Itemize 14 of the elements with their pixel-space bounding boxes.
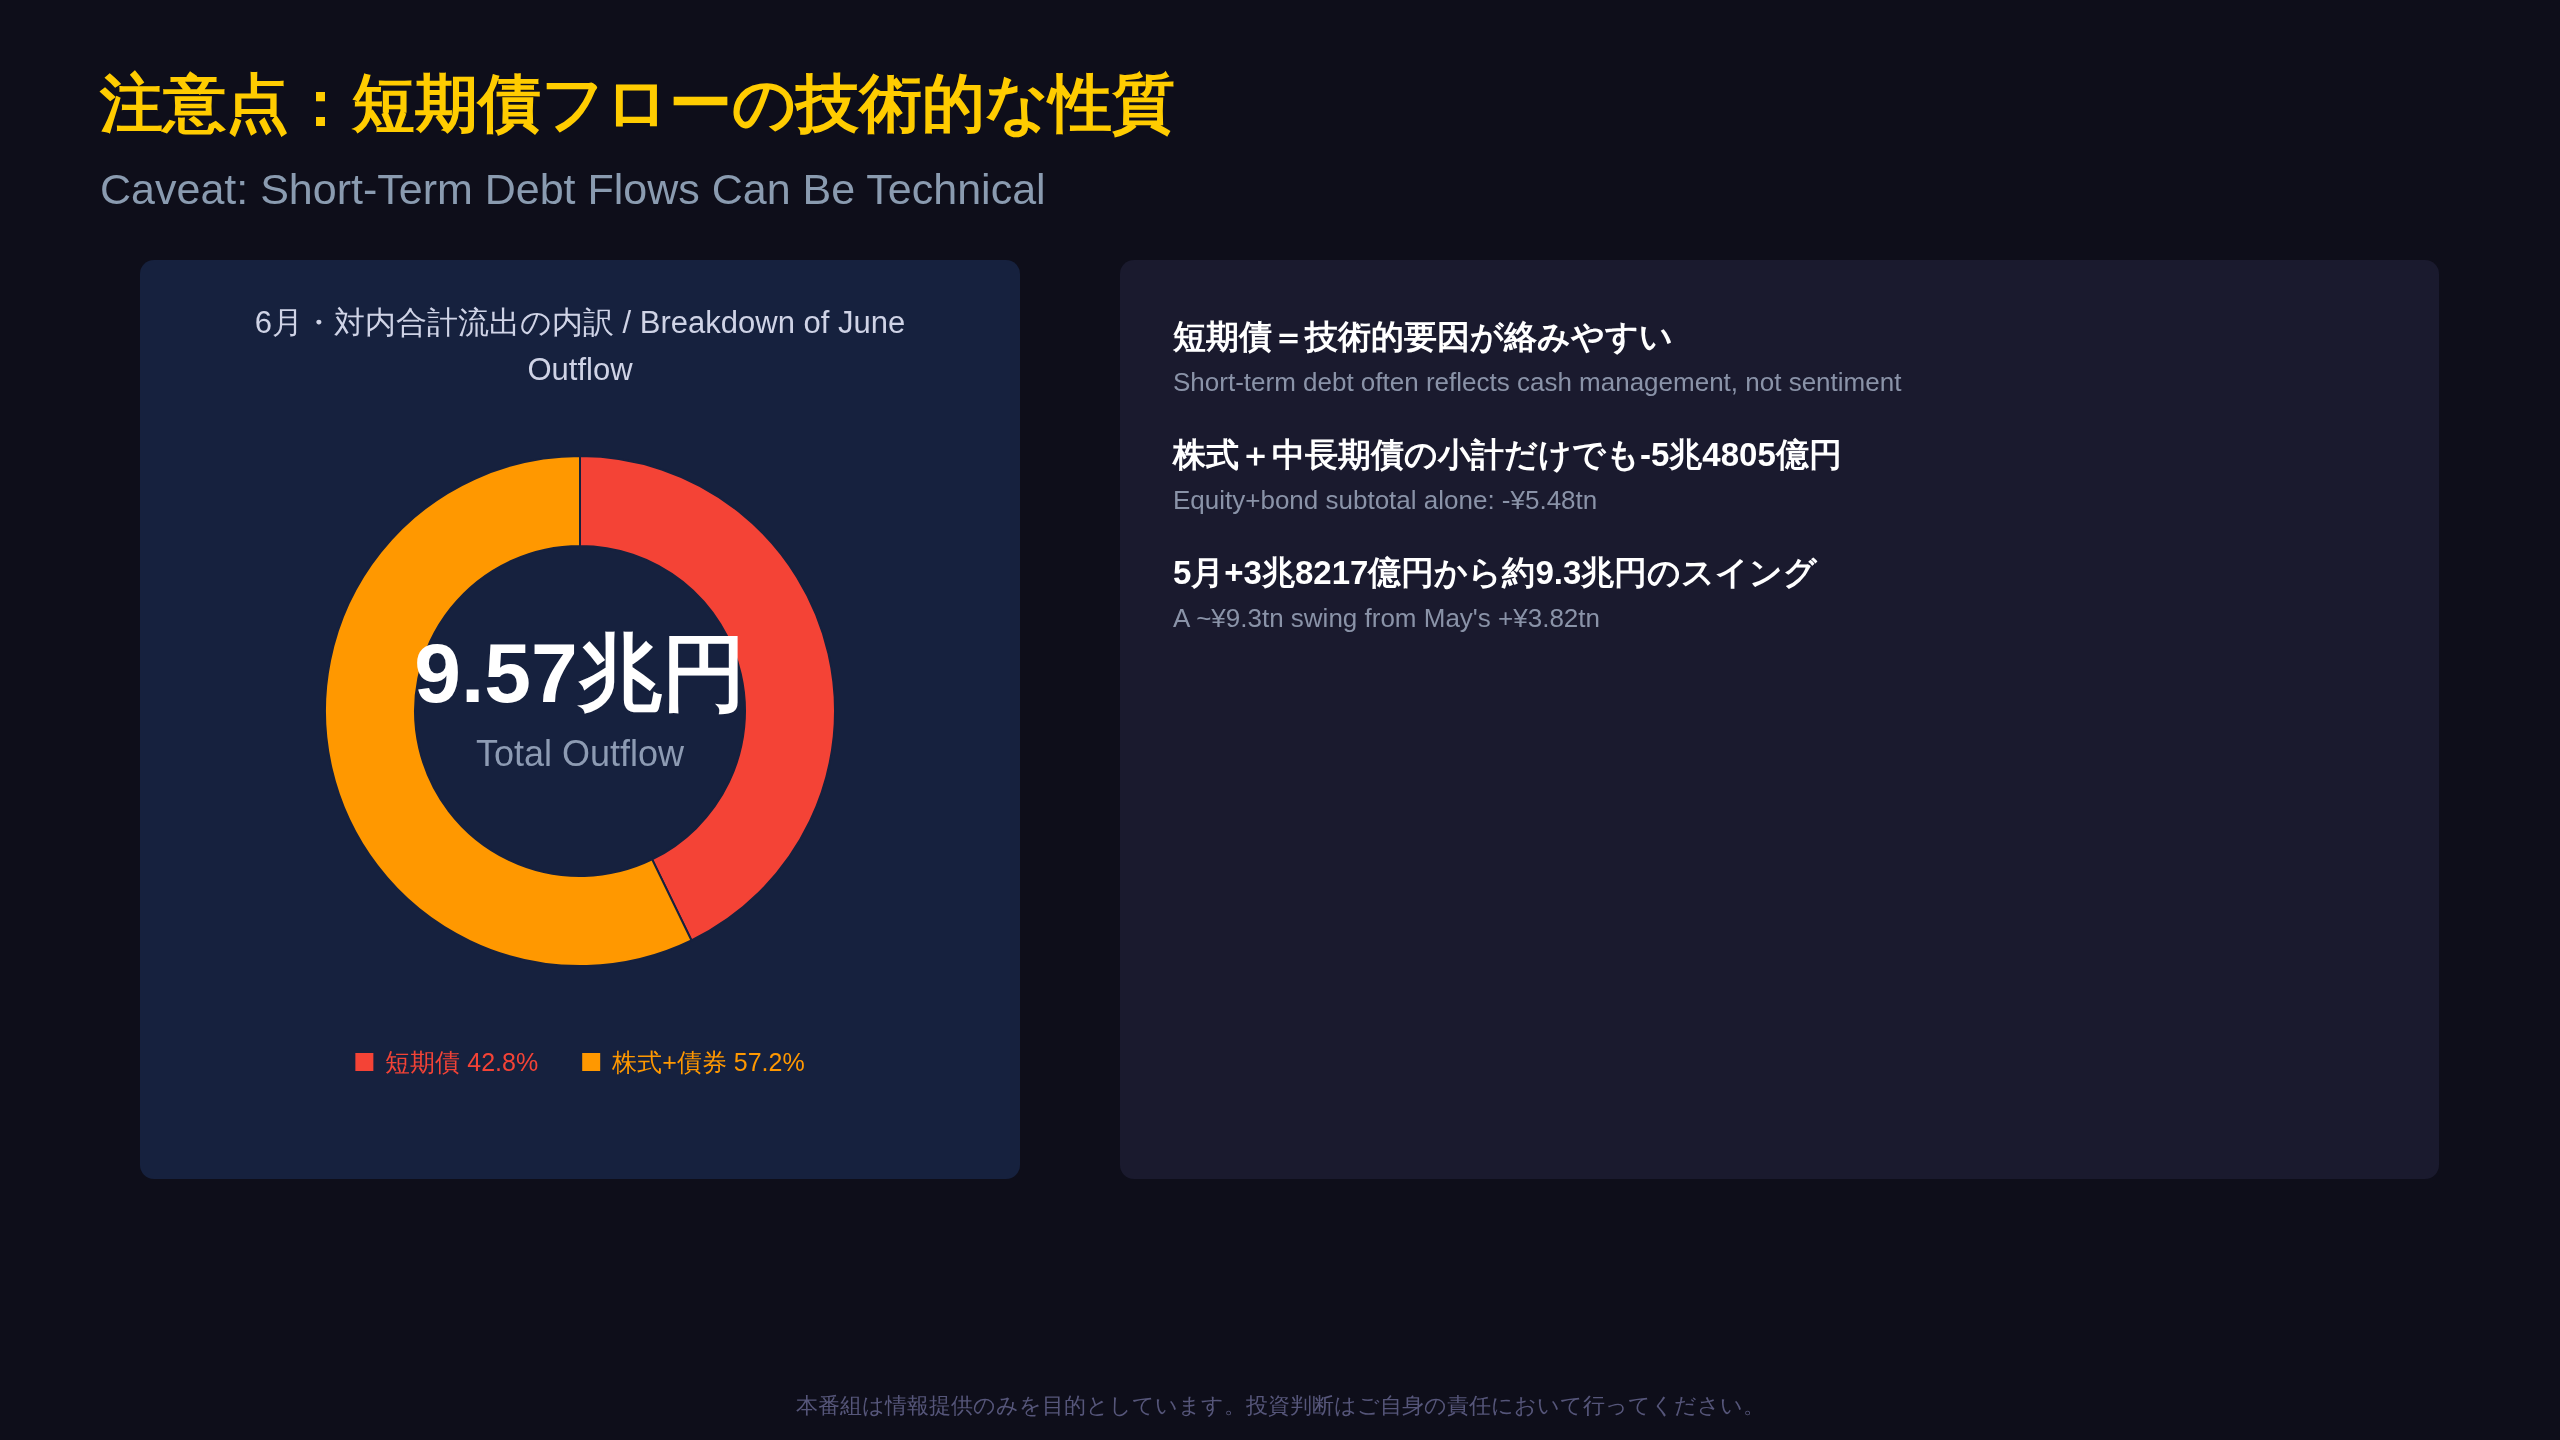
text: Caveat: Short-Term Debt Flows Can Be Technical (100, 165, 1046, 213)
text: 短期債＝技術的要因が絡みやすい (1172, 317, 1673, 355)
text: Total Outflow (475, 732, 686, 774)
chart-title: 6月・対内合計流出の内訳 / Breakdown of June Outflow (254, 304, 906, 387)
text: A ~¥9.3tn swing from May's +¥3.82tn (1173, 603, 1600, 633)
text: 注意点：短期債フローの技術的な性質 (99, 68, 1175, 138)
legend-label: 株式+債券 57.2% (611, 1048, 805, 1076)
text: 本番組は情報提供のみを目的としています。投資判断はご自身の責任において行ってください。 (795, 1394, 1765, 1418)
text: Short-term debt often reflects cash management, not sentiment (1173, 367, 1903, 397)
text: 9.57兆円 (414, 626, 746, 720)
text: Equity+bond subtotal alone: -¥5.48tn (1173, 485, 1598, 515)
text: 5月+3兆8217億円から約9.3兆円のスイング (1173, 553, 1819, 591)
text: 株式＋中長期債の小計だけでも-5兆4805億円 (1172, 435, 1842, 473)
legend-label: 短期債 42.8% (385, 1048, 539, 1076)
